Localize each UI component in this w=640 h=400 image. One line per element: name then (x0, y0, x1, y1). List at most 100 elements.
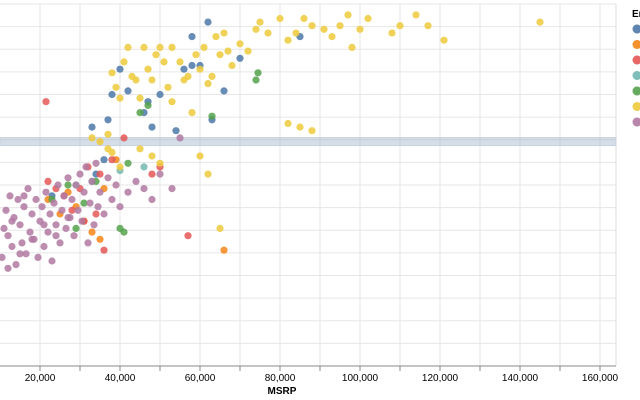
data-point[interactable] (212, 33, 220, 41)
data-point[interactable] (136, 145, 144, 153)
data-point[interactable] (12, 261, 20, 269)
data-point[interactable] (440, 36, 448, 44)
data-point[interactable] (140, 163, 148, 171)
data-point[interactable] (108, 90, 116, 99)
data-point[interactable] (264, 29, 272, 37)
data-point[interactable] (24, 185, 32, 193)
data-point[interactable] (40, 221, 48, 229)
data-point[interactable] (82, 163, 90, 171)
data-point[interactable] (42, 188, 50, 196)
data-point[interactable] (80, 188, 88, 196)
legend-swatch[interactable] (632, 102, 640, 111)
data-point[interactable] (52, 221, 60, 229)
data-point[interactable] (292, 29, 300, 37)
data-point[interactable] (90, 221, 98, 229)
data-point[interactable] (252, 76, 260, 84)
data-point[interactable] (220, 29, 228, 37)
data-point[interactable] (16, 221, 24, 229)
data-point[interactable] (308, 127, 316, 135)
data-point[interactable] (68, 195, 76, 204)
data-point[interactable] (300, 14, 308, 23)
data-point[interactable] (50, 199, 58, 207)
data-point[interactable] (104, 116, 112, 124)
data-point[interactable] (120, 58, 128, 66)
data-point[interactable] (96, 235, 104, 243)
data-point[interactable] (168, 98, 176, 106)
data-point[interactable] (78, 217, 86, 225)
data-point[interactable] (344, 11, 352, 19)
data-point[interactable] (88, 177, 96, 185)
data-point[interactable] (336, 22, 344, 30)
data-point[interactable] (116, 203, 124, 211)
data-point[interactable] (96, 170, 104, 178)
data-point[interactable] (22, 250, 30, 258)
data-point[interactable] (74, 206, 82, 214)
data-point[interactable] (536, 18, 544, 26)
data-point[interactable] (148, 152, 156, 160)
data-point[interactable] (148, 76, 156, 84)
data-point[interactable] (348, 43, 356, 52)
data-point[interactable] (46, 210, 54, 218)
data-point[interactable] (320, 25, 328, 33)
data-point[interactable] (156, 170, 164, 178)
data-point[interactable] (204, 18, 212, 26)
data-point[interactable] (424, 22, 432, 30)
data-point[interactable] (88, 228, 96, 236)
data-point[interactable] (60, 192, 68, 200)
data-point[interactable] (48, 257, 56, 265)
data-point[interactable] (124, 87, 132, 95)
data-point[interactable] (72, 181, 80, 189)
data-point[interactable] (308, 22, 316, 30)
data-point[interactable] (34, 253, 42, 261)
data-point[interactable] (236, 40, 244, 48)
data-point[interactable] (108, 69, 116, 77)
data-point[interactable] (168, 43, 176, 52)
data-point[interactable] (0, 224, 8, 232)
data-point[interactable] (0, 253, 6, 261)
data-point[interactable] (104, 174, 112, 182)
data-point[interactable] (160, 58, 168, 66)
data-point[interactable] (94, 203, 102, 211)
data-point[interactable] (92, 210, 100, 218)
data-point[interactable] (200, 43, 208, 52)
data-point[interactable] (2, 206, 10, 214)
data-point[interactable] (192, 51, 200, 59)
data-point[interactable] (92, 159, 100, 167)
data-point[interactable] (100, 156, 108, 164)
data-point[interactable] (8, 217, 16, 225)
data-point[interactable] (144, 101, 152, 109)
data-point[interactable] (100, 210, 108, 218)
data-point[interactable] (396, 22, 404, 30)
data-point[interactable] (184, 232, 192, 240)
data-point[interactable] (20, 192, 28, 200)
data-point[interactable] (56, 239, 64, 247)
data-point[interactable] (14, 195, 22, 204)
data-point[interactable] (32, 195, 40, 204)
data-point[interactable] (64, 181, 72, 189)
data-point[interactable] (196, 152, 204, 160)
brush-selection-band[interactable] (0, 137, 617, 147)
data-point[interactable] (254, 69, 262, 77)
data-point[interactable] (104, 130, 112, 138)
data-point[interactable] (76, 170, 84, 178)
data-point[interactable] (328, 33, 336, 41)
data-point[interactable] (112, 181, 120, 189)
data-point[interactable] (44, 177, 52, 185)
data-point[interactable] (204, 80, 212, 88)
data-point[interactable] (18, 239, 26, 247)
data-point[interactable] (124, 43, 132, 52)
data-point[interactable] (148, 195, 156, 204)
data-point[interactable] (208, 112, 216, 120)
data-point[interactable] (256, 18, 264, 26)
data-point[interactable] (284, 36, 292, 44)
data-point[interactable] (44, 228, 52, 236)
data-point[interactable] (244, 47, 252, 55)
legend-swatch[interactable] (632, 86, 640, 96)
data-point[interactable] (188, 61, 196, 70)
data-point[interactable] (188, 33, 196, 41)
data-point[interactable] (88, 134, 96, 142)
data-point[interactable] (124, 159, 132, 167)
data-point[interactable] (72, 224, 80, 232)
data-point[interactable] (28, 235, 36, 243)
data-point[interactable] (224, 47, 232, 55)
